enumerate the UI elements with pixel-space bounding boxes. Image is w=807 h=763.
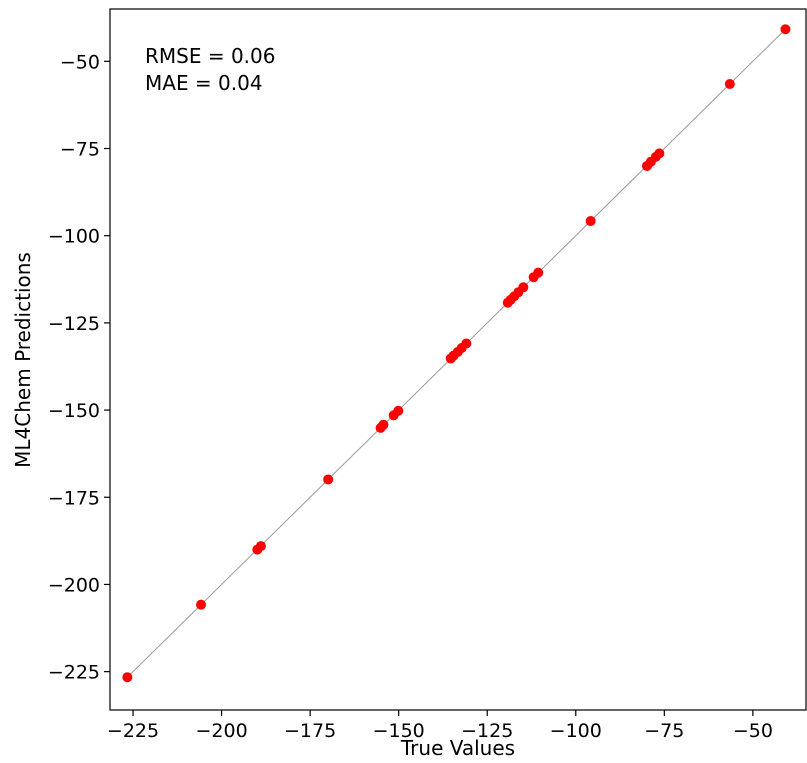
plot-frame [109,8,807,711]
data-point [533,267,544,278]
x-tick-label: −50 [733,720,773,742]
y-tick-label: −200 [48,574,100,596]
annotation-rmse: RMSE = 0.06 [145,44,276,68]
x-tick-label: −100 [550,720,602,742]
data-point [585,216,596,227]
x-axis-title: True Values [400,736,515,760]
y-tick-label: −50 [60,51,100,73]
x-tick-label: −175 [284,720,336,742]
y-tick-label: −125 [48,313,100,335]
x-tick-label: −125 [461,720,513,742]
data-point [461,338,472,349]
data-point [323,474,334,485]
data-point [122,672,133,683]
data-point [196,599,207,610]
data-point [255,541,266,552]
data-point [654,148,665,159]
annotation-mae: MAE = 0.04 [145,71,263,95]
y-tick-label: −225 [48,662,100,684]
x-tick-label: −75 [644,720,684,742]
y-tick-label: −150 [48,400,100,422]
x-tick-label: −200 [195,720,247,742]
y-axis-title: ML4Chem Predictions [11,252,35,468]
y-tick-label: −175 [48,487,100,509]
data-points-layer [122,24,791,683]
data-point [724,78,735,89]
x-tick-label: −150 [373,720,425,742]
data-point [378,419,389,430]
x-tick-label: −225 [107,720,159,742]
x-axis-ticks: −225 −200 −175 −150 −125 −100 −75 −50 [107,710,773,742]
data-point [518,282,529,293]
data-point [780,24,791,35]
y-axis-ticks: −225 −200 −175 −150 −125 −100 −75 −50 [48,51,110,684]
y-tick-label: −100 [48,226,100,248]
data-point [393,405,404,416]
y-tick-label: −75 [60,139,100,161]
